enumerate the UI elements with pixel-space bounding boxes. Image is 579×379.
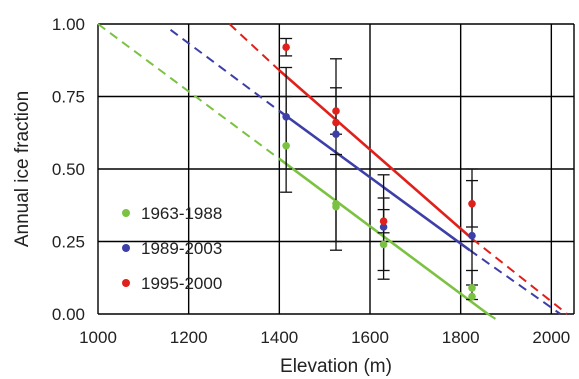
extrapolation-line xyxy=(471,237,568,315)
x-tick-label: 1600 xyxy=(351,328,389,347)
extrapolation-line xyxy=(469,249,561,315)
x-tick-label: 1800 xyxy=(442,328,480,347)
x-tick-label: 1400 xyxy=(260,328,298,347)
y-axis-ticks: 0.00 0.25 0.50 0.75 1.00 xyxy=(52,15,85,324)
legend-label: 1995-2000 xyxy=(141,274,222,293)
data-point xyxy=(379,217,388,225)
y-tick-label: 1.00 xyxy=(52,15,85,34)
legend-label: 1963-1988 xyxy=(141,204,222,223)
data-point xyxy=(332,118,340,127)
data-point xyxy=(379,240,388,249)
x-tick-label: 1000 xyxy=(79,328,117,347)
data-point xyxy=(468,231,476,240)
extrapolation-line xyxy=(228,23,281,72)
extrapolation-line xyxy=(97,23,280,160)
data-point xyxy=(468,292,476,301)
y-tick-label: 0.25 xyxy=(52,233,85,252)
x-axis-ticks: 1000 1200 1400 1600 1800 2000 xyxy=(79,328,570,347)
extrapolation-line xyxy=(169,28,280,112)
x-tick-label: 1200 xyxy=(170,328,208,347)
legend-marker xyxy=(122,279,130,287)
data-point xyxy=(332,107,340,115)
legend-marker xyxy=(122,209,130,217)
extrapolation-line xyxy=(487,313,498,321)
legend: 1963-1988 1989-2003 1995-2000 xyxy=(122,204,222,293)
y-tick-label: 0.50 xyxy=(52,160,85,179)
data-point xyxy=(282,43,290,51)
legend-marker xyxy=(122,244,130,252)
y-axis-label: Annual ice fraction xyxy=(12,91,33,247)
y-tick-label: 0.75 xyxy=(52,88,85,107)
data-points xyxy=(282,43,476,301)
y-tick-label: 0.00 xyxy=(52,305,85,324)
fit-line xyxy=(278,109,471,252)
legend-label: 1989-2003 xyxy=(141,239,222,258)
data-point xyxy=(282,113,290,121)
x-axis-label: Elevation (m) xyxy=(280,356,392,377)
data-point xyxy=(468,284,476,292)
data-point xyxy=(332,202,340,211)
fit-line xyxy=(278,69,473,240)
data-point xyxy=(468,200,476,208)
data-point xyxy=(282,142,290,150)
data-point xyxy=(332,130,340,138)
data-point xyxy=(379,223,388,231)
extrapolation-lines xyxy=(97,23,568,321)
x-tick-label: 2000 xyxy=(532,328,570,347)
